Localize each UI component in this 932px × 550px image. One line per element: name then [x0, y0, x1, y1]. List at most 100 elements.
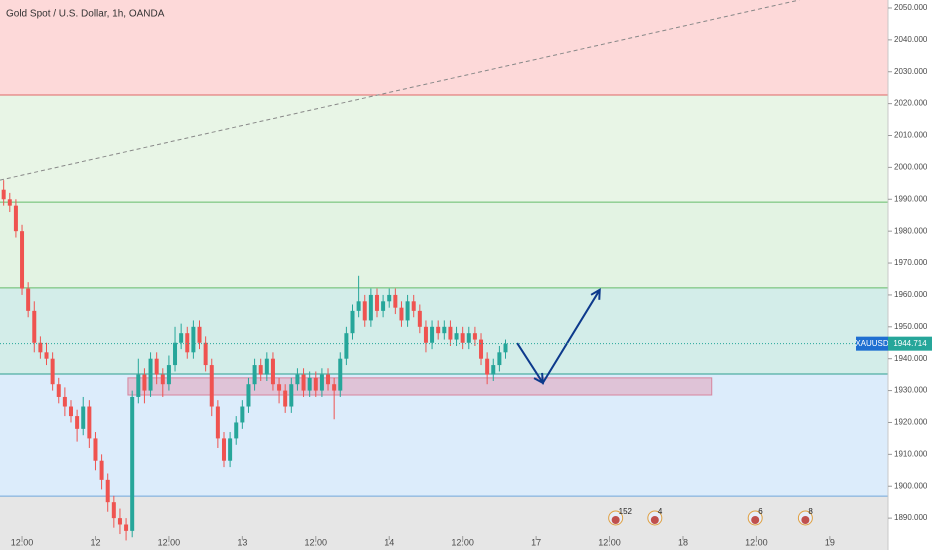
candle-body [344, 333, 349, 359]
zone [0, 202, 888, 288]
x-tick-label: 13 [237, 537, 247, 547]
candle-body [472, 333, 477, 340]
plot: 152 4 6 8 [0, 0, 888, 541]
event-label: 152 [619, 507, 633, 516]
candle-body [20, 231, 25, 289]
x-tick-label: 12:00 [305, 537, 328, 547]
candle-body [381, 301, 386, 311]
candle-body [417, 310, 422, 327]
candle-body [485, 358, 490, 375]
candle-body [283, 390, 288, 407]
candle-body [191, 326, 196, 353]
candle-body [62, 396, 67, 407]
candle-body [319, 374, 324, 391]
y-tick-label: 1950.000 [894, 322, 928, 331]
candle-body [479, 339, 484, 359]
candle-body [166, 365, 171, 385]
candle-body [105, 479, 110, 503]
candle-body [497, 352, 502, 366]
candle-body [26, 288, 31, 311]
event-flag [751, 516, 760, 524]
zone-box [127, 377, 713, 396]
candle-body [301, 374, 306, 391]
x-tick-label: 12:00 [745, 537, 768, 547]
candle-body [252, 365, 257, 385]
candle-body [240, 406, 245, 423]
candle-body [436, 326, 441, 334]
zone [0, 0, 888, 96]
candle-body [154, 358, 159, 375]
y-tick-label: 1890.000 [894, 513, 928, 522]
candle-body [289, 384, 294, 407]
zones [0, 0, 888, 550]
candle-body [99, 460, 104, 480]
candle-body [148, 358, 153, 391]
candle-body [185, 333, 190, 353]
candle-body [50, 358, 55, 385]
candle-body [332, 384, 337, 391]
y-tick-label: 1920.000 [894, 418, 928, 427]
x-tick-label: 12:00 [598, 537, 621, 547]
candle-body [38, 342, 43, 353]
candle-body [1, 189, 6, 200]
candle-body [93, 438, 98, 461]
candle-body [75, 416, 80, 429]
y-tick-label: 1980.000 [894, 226, 928, 235]
candle-body [356, 301, 361, 311]
arrow-head [533, 372, 544, 385]
candle-body [326, 374, 331, 385]
candle-body [258, 365, 263, 375]
symbol-label: XAUUSD [855, 339, 889, 348]
zone [0, 95, 888, 203]
x-tick-label: 12:00 [451, 537, 474, 547]
trend-line [0, 0, 800, 181]
candle-body [399, 307, 404, 321]
price-tag [888, 336, 932, 351]
candle-body [393, 294, 398, 308]
zone [0, 496, 888, 550]
y-tick-label: 1930.000 [894, 386, 928, 395]
y-tick-label: 2020.000 [894, 99, 928, 108]
candle-body [215, 406, 220, 439]
candle-body [13, 205, 18, 232]
chart-title: Gold Spot / U.S. Dollar, 1h, OANDA [6, 9, 165, 20]
candle-body [454, 333, 459, 340]
candle-body [173, 342, 178, 366]
y-tick-label: 2030.000 [894, 67, 928, 76]
candle-body [209, 365, 214, 407]
candle-body [460, 333, 465, 343]
candle-body [203, 342, 208, 366]
y-tick-label: 1960.000 [894, 290, 928, 299]
candle-body [368, 294, 373, 321]
candle-body [466, 333, 471, 343]
candle-body [503, 343, 508, 353]
candle-body [374, 294, 379, 311]
axes: 1890.000 1900.000 1910.000 1920.000 1930.000… [11, 3, 932, 547]
price-label: 1944.714 [893, 339, 927, 348]
x-tick-label: 19 [825, 537, 835, 547]
candle-body [7, 199, 12, 206]
event-label: 4 [658, 507, 663, 516]
candle-body [423, 326, 428, 343]
x-tick-label: 17 [531, 537, 541, 547]
event-label: 8 [808, 507, 813, 516]
candle-body [277, 384, 282, 391]
candle-body [179, 333, 184, 343]
candle-body [442, 326, 447, 334]
candle-body [197, 326, 202, 343]
y-tick-label: 1970.000 [894, 258, 928, 267]
candle-body [234, 422, 239, 439]
event-flag [801, 516, 810, 524]
candle-body [56, 384, 61, 397]
candle-body [44, 352, 49, 359]
y-tick-label: 1990.000 [894, 194, 928, 203]
candle-body [405, 301, 410, 321]
x-tick-label: 18 [678, 537, 688, 547]
candle-body [81, 406, 86, 429]
candle-body [221, 438, 226, 461]
x-tick-label: 12:00 [11, 537, 34, 547]
arrow-head [590, 288, 601, 300]
event-flag [650, 516, 659, 524]
